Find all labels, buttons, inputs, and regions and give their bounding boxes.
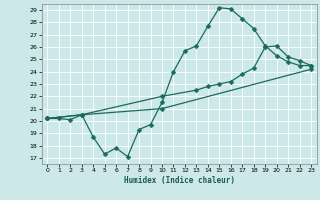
X-axis label: Humidex (Indice chaleur): Humidex (Indice chaleur) bbox=[124, 176, 235, 185]
